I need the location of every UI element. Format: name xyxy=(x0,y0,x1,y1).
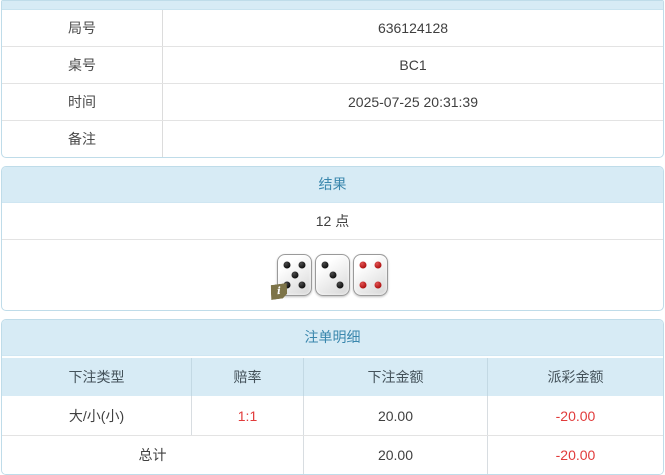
total-payout-amount: -20.00 xyxy=(555,447,596,463)
bet-table-header-row: 下注类型 赔率 下注金额 派彩金额 xyxy=(2,358,663,396)
col-header-odds: 赔率 xyxy=(192,358,304,396)
time-value: 2025-07-25 20:31:39 xyxy=(348,94,478,110)
round-info-panel: 局号 636124128 桌号 BC1 时间 2025-07-25 20:31:… xyxy=(1,0,664,158)
divider xyxy=(2,356,663,358)
total-label: 总计 xyxy=(2,436,304,474)
round-info-panel-header-strip xyxy=(2,1,663,10)
total-row: 总计 20.00 -20.00 xyxy=(2,436,663,474)
table-row: 大/小(小) 1:1 20.00 -20.00 xyxy=(2,396,663,436)
die-pip xyxy=(298,281,306,289)
result-panel: 结果 12 点 i xyxy=(1,166,664,311)
round-id-label: 局号 xyxy=(2,10,163,46)
payout-amount-cell: -20.00 xyxy=(555,407,596,424)
total-bet-amount: 20.00 xyxy=(304,436,488,474)
table-id-value: BC1 xyxy=(399,57,427,73)
die-pip xyxy=(359,261,367,269)
bet-amount-cell: 20.00 xyxy=(304,396,488,435)
col-header-bet-amount: 下注金额 xyxy=(304,358,488,396)
time-label: 时间 xyxy=(2,84,163,120)
bet-type-cell: 大/小(小) xyxy=(2,396,192,435)
result-panel-title: 结果 xyxy=(2,167,663,203)
die-pip xyxy=(359,281,367,289)
die-pip xyxy=(336,281,344,289)
die-pip xyxy=(298,261,306,269)
table-row: 时间 2025-07-25 20:31:39 xyxy=(2,84,663,121)
die-pip xyxy=(374,261,382,269)
odds-cell: 1:1 xyxy=(192,396,304,435)
remark-label: 备注 xyxy=(2,121,163,157)
die-pip xyxy=(374,281,382,289)
result-points: 12 点 xyxy=(2,203,663,240)
die-pip xyxy=(329,271,336,279)
table-row: 桌号 BC1 xyxy=(2,47,663,84)
bet-details-panel: 注单明细 下注类型 赔率 下注金额 派彩金额 大/小(小) 1:1 20.00 … xyxy=(1,319,664,475)
die-2 xyxy=(315,254,350,296)
col-header-bet-type: 下注类型 xyxy=(2,358,192,396)
die-pip xyxy=(291,271,298,279)
info-badge-icon[interactable]: i xyxy=(271,283,288,300)
table-id-label: 桌号 xyxy=(2,47,163,83)
table-row: 备注 xyxy=(2,121,663,157)
dice-row: i xyxy=(2,240,663,310)
round-id-value: 636124128 xyxy=(377,20,449,36)
die-1: i xyxy=(277,254,312,296)
bet-details-title: 注单明细 xyxy=(2,320,663,356)
die-pip xyxy=(283,261,291,269)
die-pip xyxy=(321,261,329,269)
col-header-payout-amount: 派彩金额 xyxy=(547,369,604,385)
die-3 xyxy=(353,254,388,296)
table-row: 局号 636124128 xyxy=(2,10,663,47)
